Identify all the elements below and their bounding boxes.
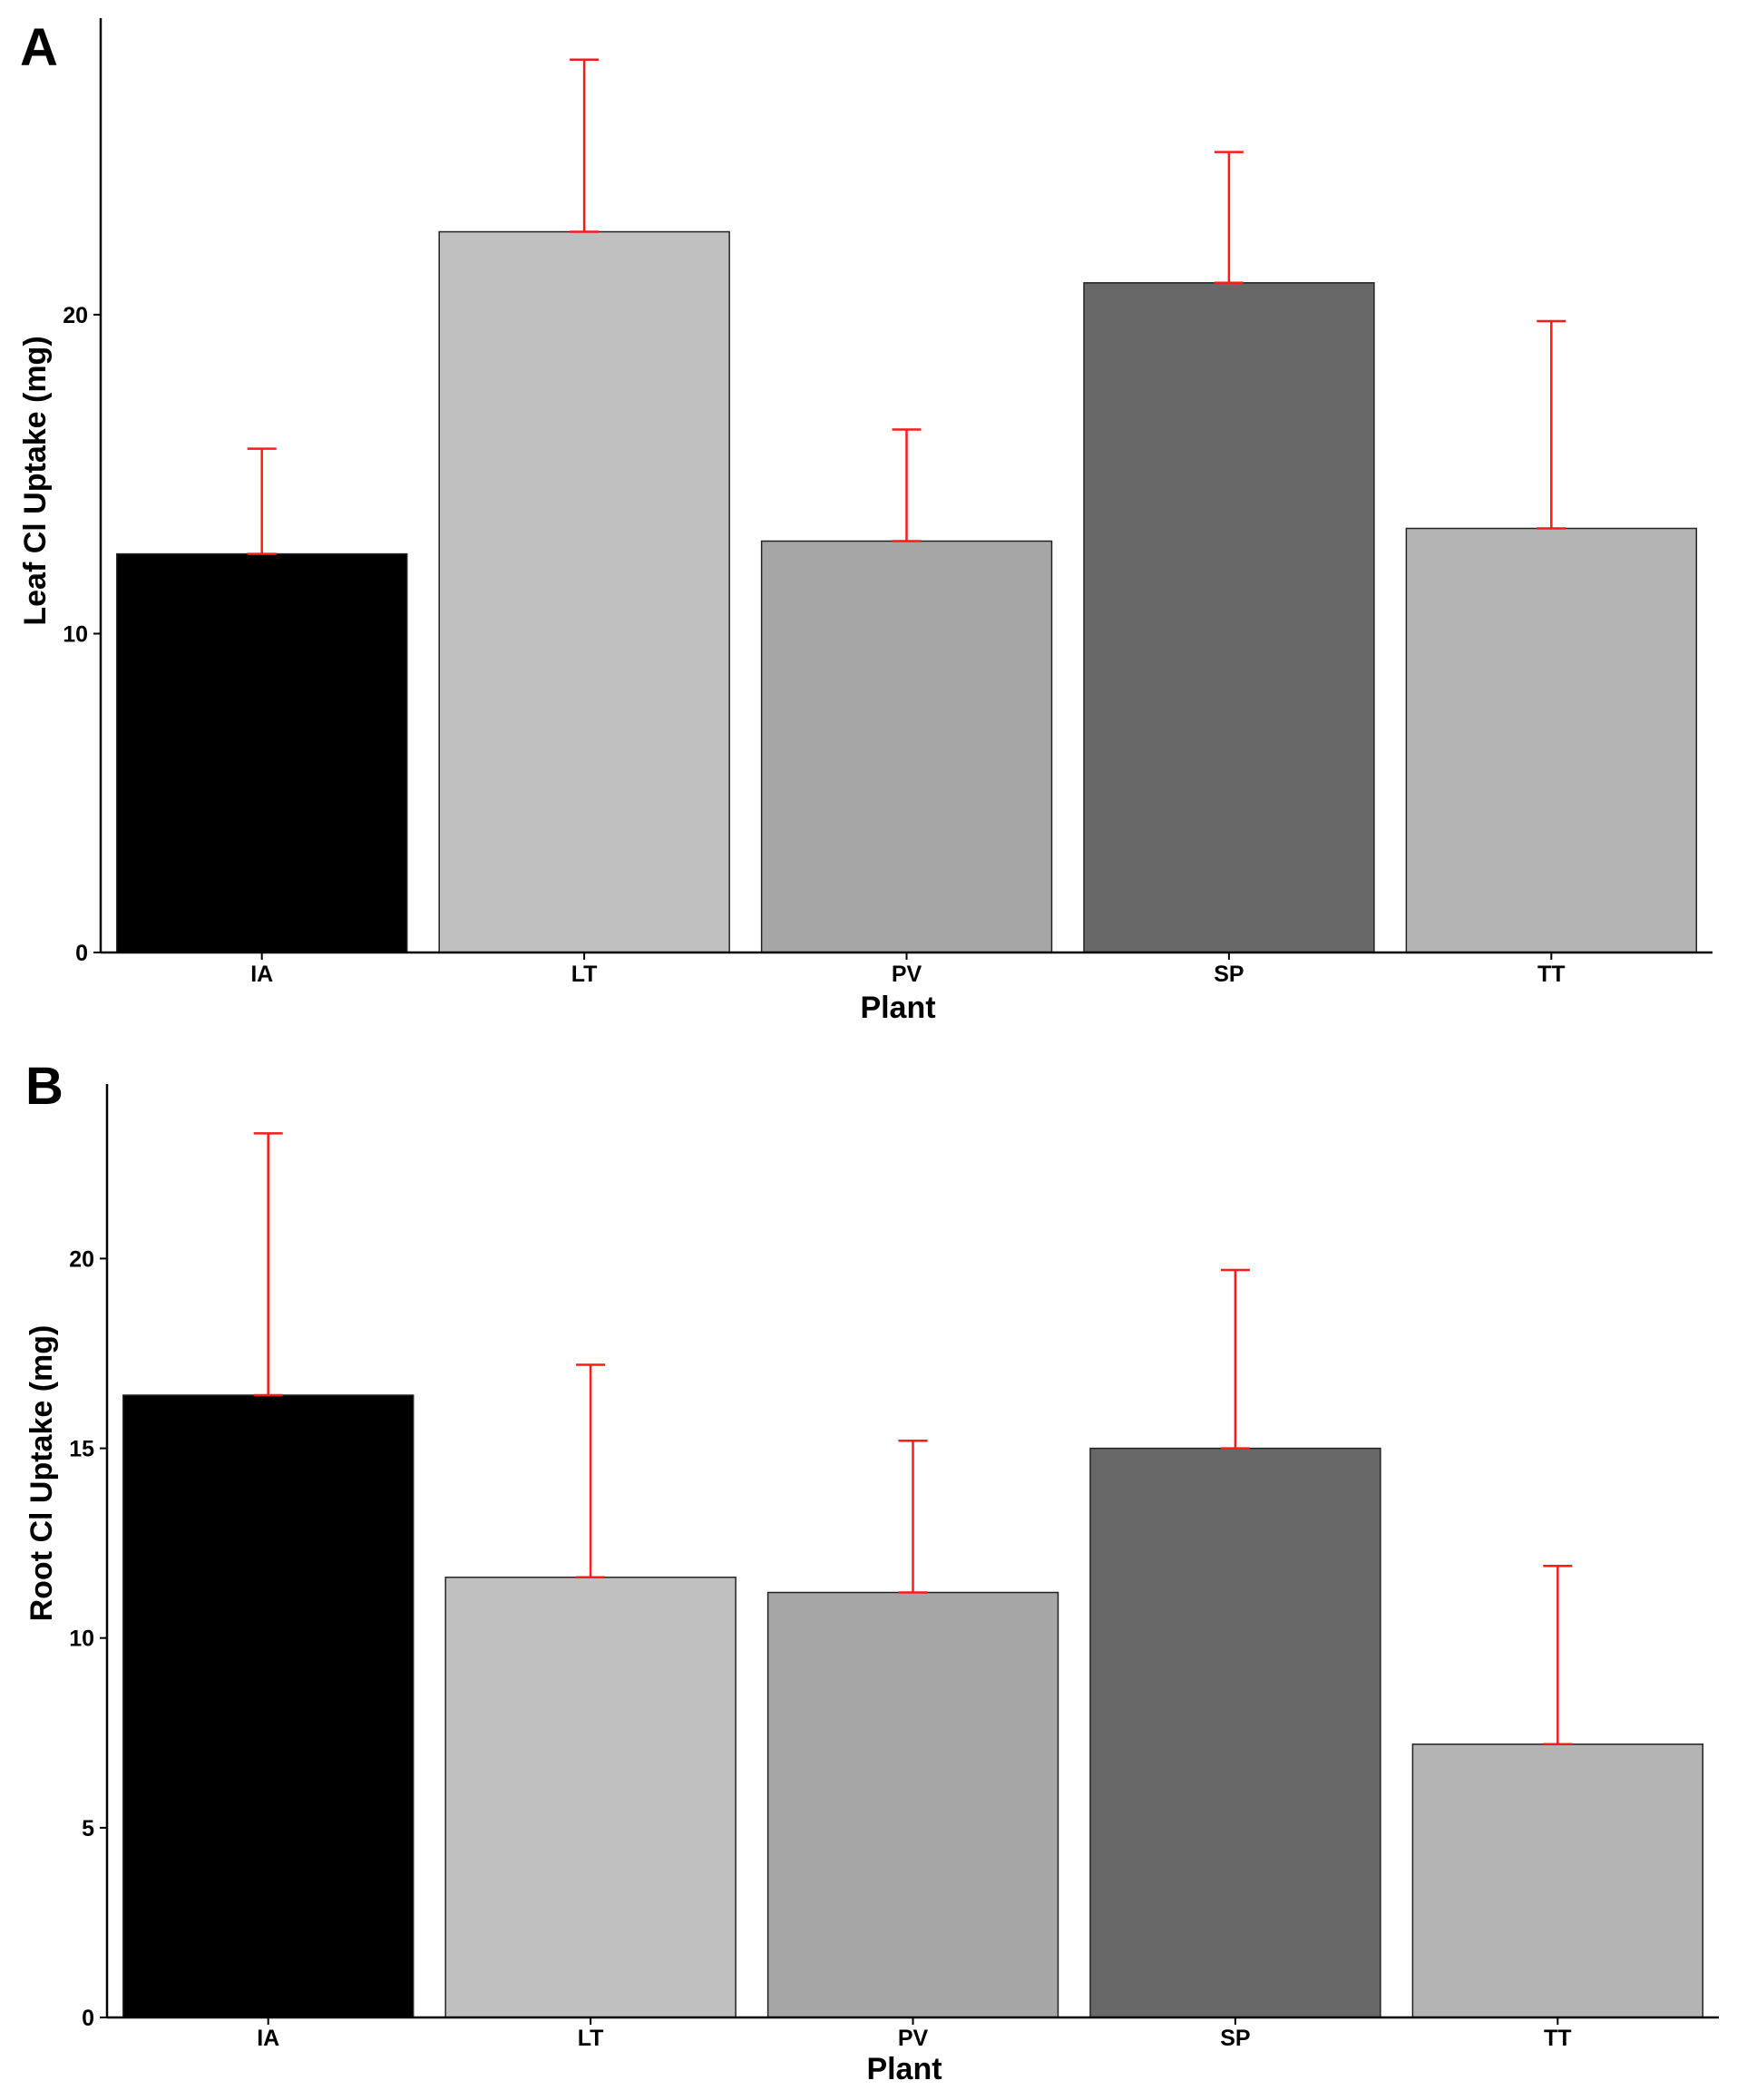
bar-tt [1411,1743,1704,2018]
x-tick-label-ia: IA [250,962,273,987]
x-tick-label-sp: SP [1214,962,1244,987]
x-tick-label-lt: LT [571,962,598,987]
x-tick-label-pv: PV [892,962,922,987]
panel-label-b: B [25,1057,63,1116]
bar-lt [444,1577,737,2018]
bar-tt [1405,527,1698,953]
y-tick-label: 0 [75,941,88,966]
error-bar-ia [247,447,277,555]
x-axis-title-b: Plant [866,2052,942,2086]
error-bar-sp [1214,151,1244,285]
bar-pv [760,540,1053,953]
y-tick-label: 0 [82,2006,94,2031]
error-bar-ia [253,1132,283,1397]
x-axis-title-a: Plant [860,991,935,1025]
y-tick-label: 20 [63,303,88,328]
plot-area-b: IA LT PV SP TT 0 5 10 15 20 [69,1084,1719,2051]
error-bar-sp [1220,1268,1250,1450]
bar-ia [122,1394,415,2018]
panel-a: A Plant Leaf Cl Uptake (mg) IA LT PV SP TT 0 1… [18,18,1713,1025]
plot-area-a: IA LT PV SP TT 0 10 20 [63,18,1713,987]
error-bar-tt [1537,319,1566,530]
y-tick-label: 15 [69,1437,94,1462]
y-tick-label: 5 [82,1816,94,1841]
bar-ia [116,552,408,953]
panel-b: B Plant Root Cl Uptake (mg) IA LT PV SP TT 0 5… [24,1057,1719,2086]
error-bar-lt [576,1363,606,1579]
x-tick-label-ia: IA [257,2026,279,2051]
error-bar-pv [892,428,922,542]
bar-sp [1089,1447,1381,2018]
y-axis-title-b: Root Cl Uptake (mg) [24,1325,59,1622]
x-tick-label-lt: LT [578,2026,604,2051]
y-tick-label: 20 [69,1246,94,1272]
bar-sp [1083,282,1375,953]
error-bar-tt [1543,1564,1573,1746]
y-tick-label: 10 [69,1626,94,1652]
x-tick-label-pv: PV [898,2026,929,2051]
y-tick-label: 10 [63,622,88,648]
x-tick-label-tt: TT [1537,962,1566,987]
y-axis-title-a: Leaf Cl Uptake (mg) [18,336,53,625]
bar-pv [766,1591,1059,2018]
x-tick-label-sp: SP [1220,2026,1250,2051]
bar-lt [438,230,730,953]
error-bar-pv [898,1439,928,1594]
error-bar-lt [570,58,600,233]
panel-label-a: A [20,18,58,77]
x-tick-label-tt: TT [1544,2026,1572,2051]
